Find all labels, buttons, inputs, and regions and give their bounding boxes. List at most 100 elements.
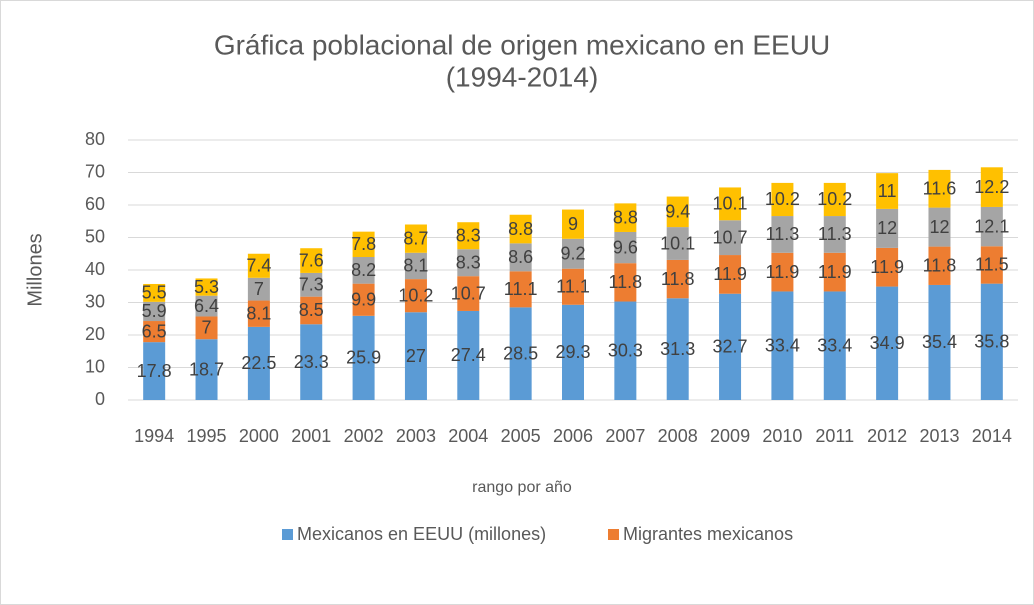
legend-swatch <box>282 529 293 540</box>
bar-segment <box>195 295 218 317</box>
bar-segment <box>562 238 584 269</box>
bar-segment <box>143 321 166 343</box>
data-label: 8.8 <box>508 219 533 239</box>
bar-segment <box>509 307 532 400</box>
data-label: 7 <box>254 279 264 299</box>
bar-segment <box>771 216 794 253</box>
bar-segment <box>143 342 166 400</box>
bar-segment <box>509 214 532 244</box>
data-label: 11.8 <box>661 269 695 289</box>
data-label: 11.9 <box>713 264 747 284</box>
data-label: 5.5 <box>142 283 167 303</box>
bar-segment <box>928 207 951 247</box>
bar-segment <box>614 231 637 264</box>
data-label: 33.4 <box>817 335 852 355</box>
data-label: 10.7 <box>713 227 748 247</box>
data-label: 11.3 <box>766 224 800 244</box>
x-tick-label: 2010 <box>762 426 802 446</box>
bar-segment <box>666 196 689 228</box>
bar-segment <box>666 227 689 260</box>
data-label: 11.6 <box>923 179 957 199</box>
data-label: 34.9 <box>870 333 905 353</box>
data-label: 25.9 <box>346 348 381 368</box>
chart-title: (1994-2014) <box>446 61 599 92</box>
bar-segment <box>562 268 584 305</box>
data-label: 35.4 <box>922 332 957 352</box>
data-label: 12 <box>877 218 897 238</box>
data-label: 12 <box>929 217 949 237</box>
x-tick-label: 2011 <box>815 426 854 446</box>
data-label: 11.1 <box>556 276 590 296</box>
x-tick-label: 2008 <box>658 426 698 446</box>
data-label: 10.1 <box>660 233 695 253</box>
data-label: 9.6 <box>613 237 638 257</box>
bar-segment <box>352 231 375 257</box>
bar-segment <box>457 222 480 250</box>
bar-segment <box>823 216 846 253</box>
x-tick-label: 2012 <box>867 426 907 446</box>
bar-segment <box>719 220 742 256</box>
data-label: 7.4 <box>246 256 271 276</box>
x-tick-label: 2006 <box>553 426 593 446</box>
bar-segment <box>980 167 1003 207</box>
data-label: 10.7 <box>451 283 486 303</box>
data-label: 6.5 <box>142 321 167 341</box>
data-label: 8.1 <box>403 256 428 276</box>
data-label: 32.7 <box>713 337 748 357</box>
bar-segment <box>771 291 794 400</box>
bar-segment <box>352 315 375 400</box>
y-tick-label: 50 <box>85 226 105 246</box>
y-tick-label: 40 <box>85 259 105 279</box>
data-label: 11.5 <box>975 255 1009 275</box>
data-label: 9 <box>568 214 578 234</box>
bar-segment <box>195 278 218 296</box>
bar-segment <box>509 243 532 272</box>
bar-segment <box>562 304 584 400</box>
x-tick-label: 2001 <box>291 426 331 446</box>
data-label: 10.1 <box>713 194 748 214</box>
y-tick-label: 70 <box>85 161 105 181</box>
x-tick-label: 2004 <box>448 426 488 446</box>
bar-segment <box>404 224 427 253</box>
legend-swatch <box>608 529 619 540</box>
bar-segment <box>928 169 951 208</box>
bar-segment <box>980 246 1003 284</box>
bar-segment <box>404 312 427 400</box>
bar-segment <box>352 257 375 284</box>
bar-segment <box>195 316 218 340</box>
data-label: 12.2 <box>974 177 1009 197</box>
y-tick-label: 80 <box>85 129 105 149</box>
bar-segment <box>614 203 637 232</box>
x-tick-label: 2014 <box>972 426 1012 446</box>
data-label: 6.4 <box>194 296 219 316</box>
y-tick-label: 0 <box>95 389 105 409</box>
data-label: 7.3 <box>299 275 324 295</box>
data-label: 9.2 <box>560 244 585 264</box>
data-label: 11 <box>878 181 897 201</box>
bar-segment <box>666 259 689 299</box>
data-label: 11.3 <box>818 224 852 244</box>
bar-segment <box>247 277 270 301</box>
bar-segment <box>143 283 166 302</box>
legend-label: Migrantes mexicanos <box>623 524 793 544</box>
data-label: 10.2 <box>765 189 800 209</box>
data-label: 10.2 <box>817 189 852 209</box>
x-tick-label: 2002 <box>344 426 384 446</box>
legend-label: Mexicanos en EEUU (millones) <box>297 524 546 544</box>
bar-segment <box>823 291 846 400</box>
data-label: 11.9 <box>870 257 904 277</box>
bar-segment <box>300 248 323 273</box>
data-label: 5.3 <box>194 277 219 297</box>
data-label: 23.3 <box>294 352 329 372</box>
bar-segment <box>771 252 794 292</box>
bar-segment <box>928 246 951 285</box>
x-tick-label: 2013 <box>919 426 959 446</box>
bar-segment <box>300 324 323 400</box>
data-label: 8.8 <box>613 207 638 227</box>
bar-segment <box>457 276 480 311</box>
data-label: 7.6 <box>299 250 324 270</box>
data-label: 11.1 <box>504 279 538 299</box>
data-label: 8.2 <box>351 260 376 280</box>
bar-segment <box>195 339 218 400</box>
